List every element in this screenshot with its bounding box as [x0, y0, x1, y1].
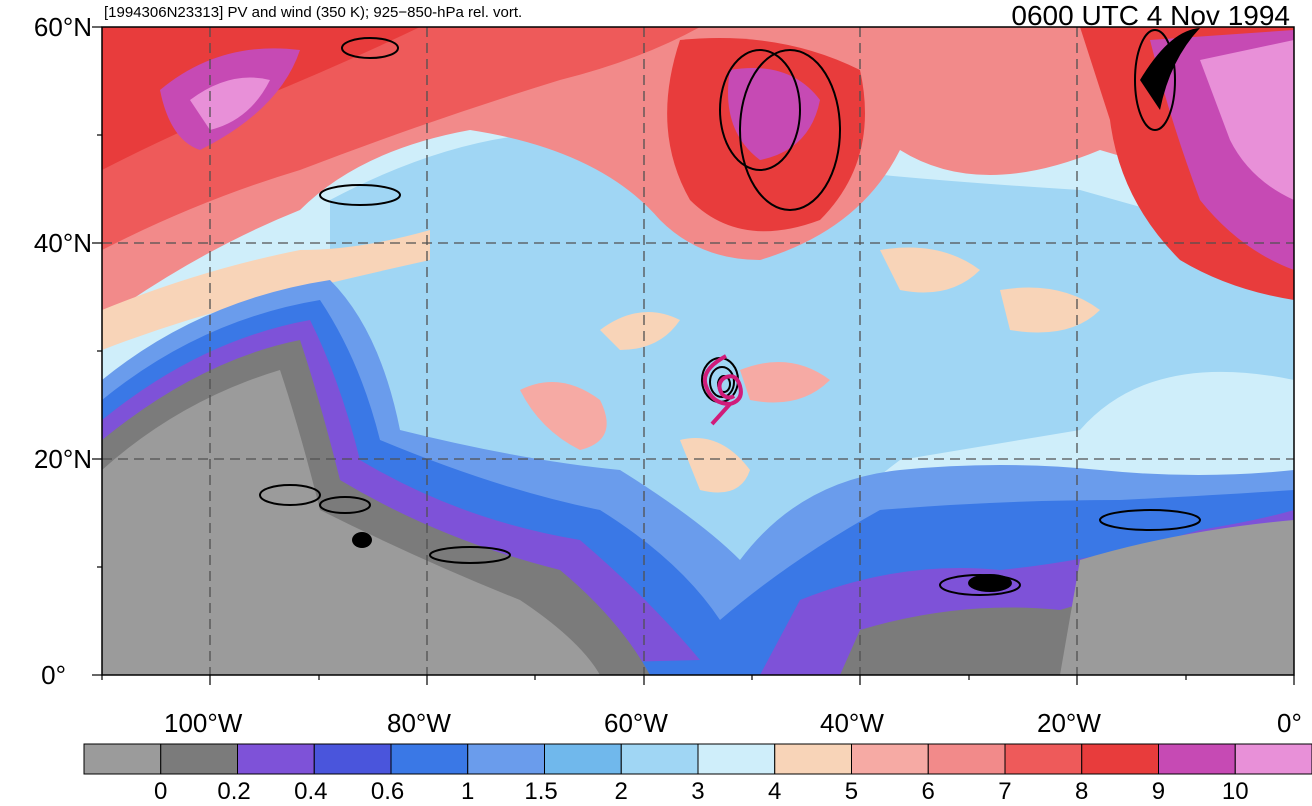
colorbar-label: 1 — [461, 778, 475, 805]
colorbar-swatch — [313, 743, 392, 775]
colorbar-label: 2 — [614, 778, 628, 805]
storm-track — [703, 354, 743, 426]
lat-label-60n: 60°N — [33, 12, 92, 42]
colorbar-swatch — [1158, 743, 1236, 775]
colorbar-label: 10 — [1221, 778, 1249, 805]
lon-label-0: 0° — [1277, 708, 1302, 738]
lon-label-20w: 20°W — [1037, 708, 1101, 738]
colorbar-label: 3 — [691, 778, 705, 805]
colorbar-label: 6 — [921, 778, 935, 805]
colorbar-swatch — [467, 743, 545, 775]
colorbar-label: 0 — [154, 778, 168, 805]
colorbar-label: 7 — [998, 778, 1012, 805]
colorbar-swatch — [927, 743, 1006, 775]
colorbar-label: 0.4 — [294, 778, 328, 805]
lat-label-20n: 20°N — [33, 444, 92, 474]
colorbar-swatch — [1004, 743, 1083, 775]
colorbar-swatch — [620, 743, 699, 775]
colorbar-label: 1.5 — [524, 778, 558, 805]
plot-title: [1994306N23313] PV and wind (350 K); 925… — [104, 4, 523, 21]
colorbar-swatch — [237, 743, 315, 775]
lon-label-100w: 100°W — [164, 708, 243, 738]
colorbar-swatch — [1081, 743, 1159, 775]
vorticity-contours — [259, 29, 1201, 596]
colorbar-label: 9 — [1151, 778, 1166, 805]
colorbar-label: 5 — [844, 778, 859, 805]
lon-label-80w: 80°W — [387, 708, 451, 738]
colorbar-swatch — [83, 743, 162, 775]
colorbar — [83, 743, 1312, 775]
colorbar-label: 0.2 — [217, 778, 251, 805]
colorbar-label: 0.6 — [370, 778, 405, 805]
lat-label-40n: 40°N — [33, 228, 92, 258]
colorbar-swatch — [851, 743, 929, 775]
graticule — [102, 27, 1294, 675]
vorticity-max-blobs — [352, 28, 1200, 592]
colorbar-label: 8 — [1075, 778, 1089, 805]
colorbar-label: 4 — [768, 778, 782, 805]
colorbar-swatch — [774, 743, 852, 775]
lon-label-60w: 60°W — [604, 708, 668, 738]
colorbar-swatch — [697, 743, 776, 775]
colorbar-swatch — [544, 743, 622, 775]
lon-label-40w: 40°W — [820, 708, 884, 738]
valid-time: 0600 UTC 4 Nov 1994 — [1011, 0, 1290, 31]
pv-field — [102, 27, 1294, 675]
lat-label-0: 0° — [41, 660, 66, 690]
colorbar-swatch — [390, 743, 469, 775]
colorbar-swatch — [160, 743, 238, 775]
colorbar-swatch — [1234, 743, 1312, 775]
axis-ticks — [92, 26, 1295, 685]
